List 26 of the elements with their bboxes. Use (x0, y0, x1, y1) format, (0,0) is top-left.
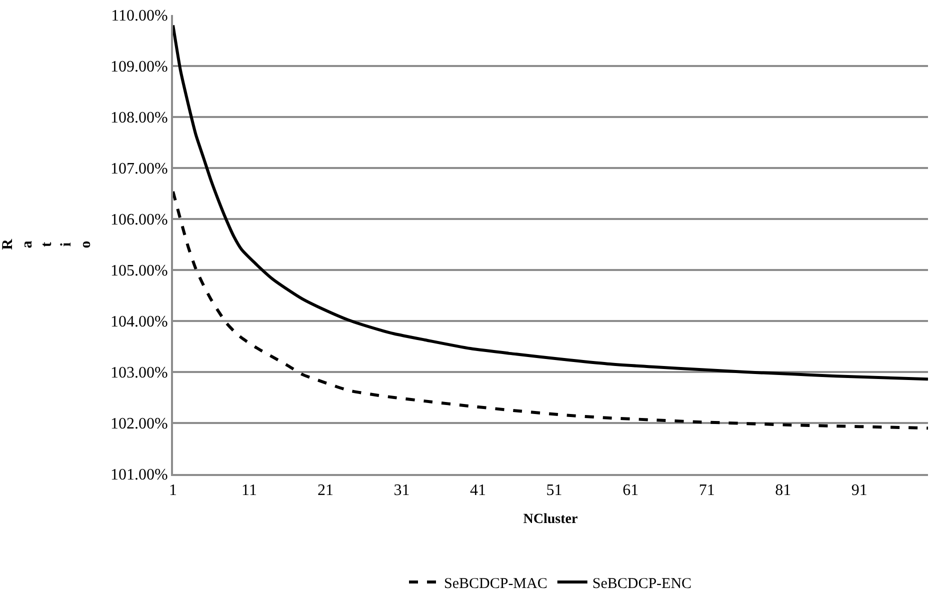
x-tick-label: 71 (698, 482, 715, 500)
x-tick-label: 51 (546, 482, 562, 500)
y-tick-label: 101.00% (110, 466, 168, 484)
x-tick-label: 81 (775, 482, 792, 500)
x-tick-label: 41 (470, 482, 486, 500)
y-tick-label: 104.00% (110, 314, 168, 331)
x-tick-label: 11 (242, 482, 257, 500)
line-series (173, 24, 928, 381)
legend-label: SeBCDCP-MAC (444, 576, 548, 592)
y-tick-label: 102.00% (110, 416, 168, 433)
y-tick-label: 105.00% (110, 262, 168, 280)
y-tick-label: 106.00% (110, 212, 168, 229)
y-tick-label: 110.00% (111, 8, 168, 25)
x-tick-label: 31 (394, 482, 410, 500)
x-tick-label: 91 (851, 482, 868, 500)
line-series (173, 190, 928, 430)
y-tick-label: 107.00% (110, 160, 168, 178)
y-tick-label: 103.00% (110, 364, 168, 382)
x-tick-label: 21 (318, 482, 334, 500)
y-axis-title: Ratio (0, 238, 94, 250)
legend-label: SeBCDCP-ENC (592, 576, 692, 592)
x-axis-title: NCluster (523, 512, 578, 527)
x-tick-label: 1 (169, 482, 177, 500)
y-tick-label: 109.00% (110, 58, 168, 76)
y-tick-label: 108.00% (110, 110, 168, 127)
x-tick-label: 61 (622, 482, 639, 500)
